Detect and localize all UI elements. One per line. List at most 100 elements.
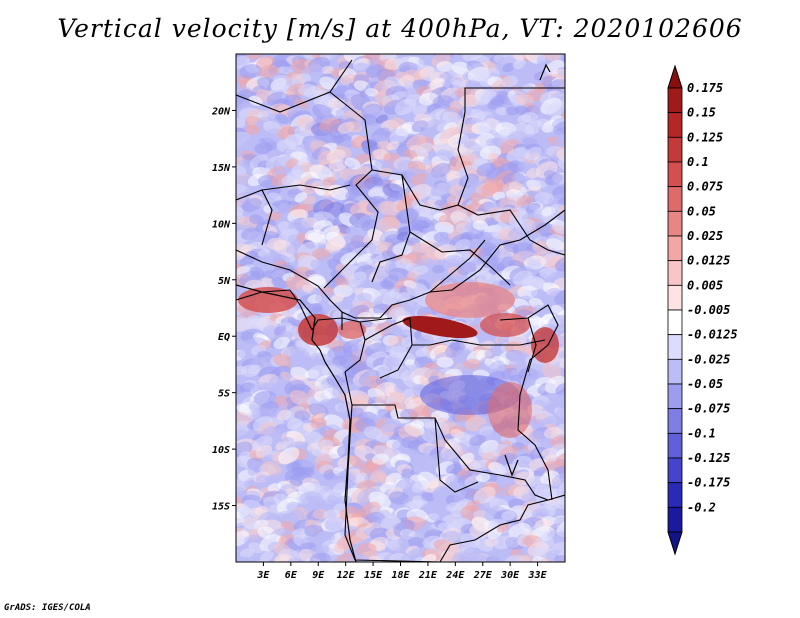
field-cell	[273, 336, 290, 350]
field-cell	[451, 551, 470, 562]
field-cell	[275, 113, 290, 124]
colorbar-box	[667, 186, 683, 212]
field-cell	[341, 283, 358, 295]
field-cell	[361, 114, 379, 127]
field-cell	[544, 500, 560, 511]
colorbar-label: -0.025	[687, 352, 730, 366]
field-cell	[294, 410, 311, 421]
lon-tick-label: 6E	[285, 570, 298, 581]
field-cell	[344, 157, 361, 170]
colorbar-boxes	[667, 87, 683, 533]
field-cell	[365, 88, 379, 97]
field-cell	[409, 450, 424, 460]
field-cell	[262, 270, 276, 280]
field-cell	[398, 425, 422, 441]
field-cell	[412, 104, 428, 116]
field-cell	[309, 552, 332, 562]
field-cell	[247, 364, 262, 375]
lat-tick-label: 15S	[212, 502, 230, 513]
lat-tick-label: 10N	[212, 219, 231, 230]
field-cell	[554, 555, 565, 562]
field-cell	[432, 265, 445, 274]
colorbar-box	[667, 260, 683, 286]
field-cell	[260, 551, 275, 562]
colorbar-label: -0.0125	[687, 328, 738, 342]
map-title: Vertical velocity [m/s] at 400hPa, VT: 2…	[57, 14, 743, 43]
field-cell	[465, 79, 478, 88]
lon-tick-label: 15E	[364, 570, 383, 581]
field-cell	[324, 517, 348, 533]
colorbar-label: -0.075	[687, 402, 730, 416]
country-borders	[236, 59, 565, 562]
field-cell	[326, 149, 346, 163]
field-cell	[382, 274, 399, 288]
field-cell	[501, 75, 519, 87]
field-cell	[330, 293, 344, 304]
colorbar-box	[667, 112, 683, 138]
field-cell	[542, 54, 561, 61]
field-cell	[492, 191, 506, 201]
field-cell	[392, 242, 413, 256]
field-cell	[309, 164, 333, 181]
field-cell	[554, 289, 565, 305]
field-cell	[289, 390, 311, 407]
field-cell	[378, 200, 402, 216]
field-cell	[314, 290, 330, 303]
field-cell	[430, 181, 453, 197]
field-cell	[418, 142, 434, 153]
field-cell	[526, 475, 545, 488]
colorbar-label: 0.05	[687, 204, 716, 218]
colorbar-label: -0.005	[687, 303, 730, 317]
colorbar-label: 0.025	[687, 229, 723, 243]
field-cell	[267, 483, 282, 493]
field-cell	[502, 63, 515, 73]
field-cell	[330, 205, 343, 215]
colorbar-box	[667, 457, 683, 484]
field-cell	[556, 498, 565, 510]
field-cell	[244, 125, 260, 135]
field-cell	[559, 367, 565, 378]
field-cell	[413, 265, 429, 276]
lon-tick-label: 27E	[473, 570, 493, 581]
field-cell	[273, 353, 294, 368]
field-cell	[381, 291, 400, 305]
field-cell	[288, 509, 304, 521]
field-cell	[472, 220, 488, 231]
field-cell	[302, 195, 317, 205]
field-cell	[278, 447, 300, 465]
colorbar-box	[667, 432, 683, 459]
field-cell	[396, 198, 413, 212]
field-cell	[260, 454, 273, 464]
field-cell	[557, 157, 565, 172]
field-cell	[555, 452, 565, 468]
colorbar-label: -0.1	[687, 426, 716, 440]
field-cell	[545, 238, 565, 251]
colorbar-box	[667, 309, 683, 336]
field-cell	[325, 236, 346, 251]
colorbar-box	[667, 235, 683, 262]
field-cell	[468, 554, 491, 562]
field-cell	[421, 553, 437, 562]
field-cell	[411, 480, 428, 493]
colorbar-box	[667, 358, 683, 385]
field-cell	[408, 499, 424, 510]
colorbar-label: -0.05	[687, 377, 723, 391]
colorbar-label: -0.2	[687, 500, 716, 514]
field-cell	[451, 61, 472, 75]
field-cell	[501, 510, 516, 521]
field-cell	[340, 73, 355, 85]
field-cell	[319, 76, 338, 90]
field-cell	[495, 106, 509, 116]
colorbar-box	[667, 161, 683, 188]
field-cell	[454, 239, 471, 251]
colorbar-label: 0.005	[687, 278, 723, 292]
field-cell	[524, 146, 542, 161]
colorbar-label: -0.175	[687, 476, 730, 490]
field-cell	[239, 548, 255, 558]
lon-tick-label: 12E	[337, 570, 356, 581]
field-cell	[254, 142, 273, 155]
field-cell	[551, 473, 565, 488]
field-cell	[408, 536, 426, 549]
field-cell	[389, 128, 409, 144]
colorbar-labels: 0.175 0.15 0.125 0.1 0.075 0.05 0.025 0.0125 0.0…	[687, 81, 738, 514]
